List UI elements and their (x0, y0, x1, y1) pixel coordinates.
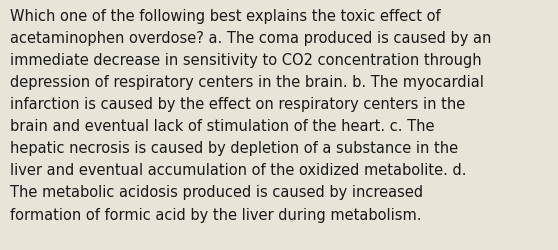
Text: The metabolic acidosis produced is caused by increased: The metabolic acidosis produced is cause… (10, 185, 423, 200)
Text: acetaminophen overdose? a. The coma produced is caused by an: acetaminophen overdose? a. The coma prod… (10, 31, 492, 46)
Text: immediate decrease in sensitivity to CO2 concentration through: immediate decrease in sensitivity to CO2… (10, 53, 482, 68)
Text: hepatic necrosis is caused by depletion of a substance in the: hepatic necrosis is caused by depletion … (10, 141, 458, 156)
Text: formation of formic acid by the liver during metabolism.: formation of formic acid by the liver du… (10, 207, 421, 222)
Text: liver and eventual accumulation of the oxidized metabolite. d.: liver and eventual accumulation of the o… (10, 163, 466, 178)
Text: brain and eventual lack of stimulation of the heart. c. The: brain and eventual lack of stimulation o… (10, 119, 435, 134)
Text: Which one of the following best explains the toxic effect of: Which one of the following best explains… (10, 9, 441, 24)
Text: depression of respiratory centers in the brain. b. The myocardial: depression of respiratory centers in the… (10, 75, 484, 90)
Text: infarction is caused by the effect on respiratory centers in the: infarction is caused by the effect on re… (10, 97, 465, 112)
